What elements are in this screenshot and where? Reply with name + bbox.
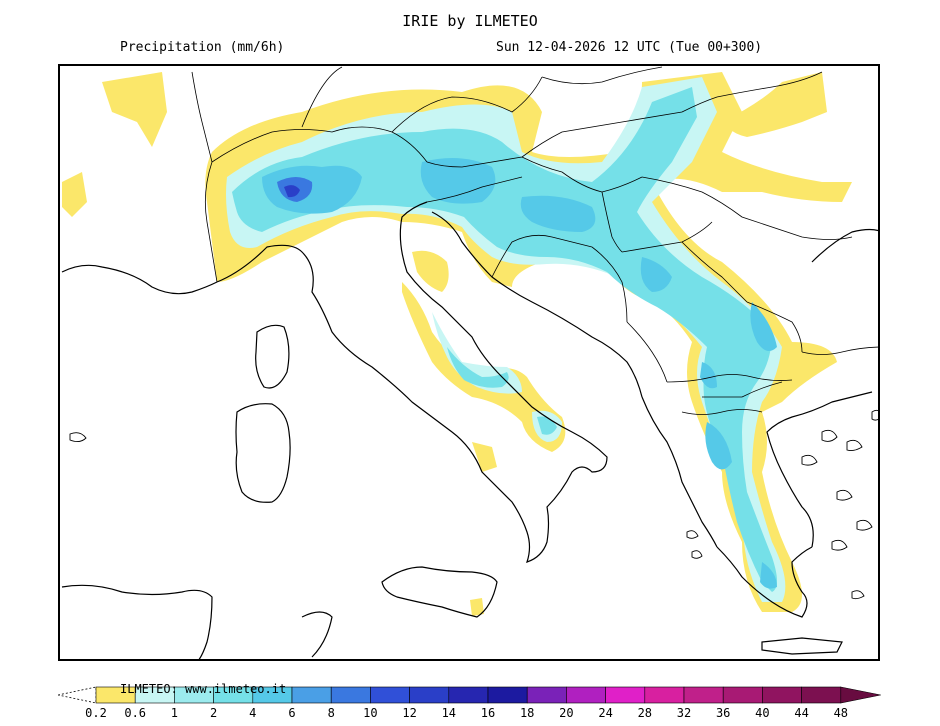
legend-color-cell (801, 686, 842, 704)
greece-coast (716, 546, 813, 618)
legend-tick-label: 20 (559, 706, 574, 720)
map-svg (61, 66, 878, 659)
italy-coastline (216, 201, 608, 563)
aegean-coast (766, 391, 873, 548)
color-scale-bar (58, 686, 881, 704)
legend-color-cell (683, 686, 724, 704)
legend-color-cell (644, 686, 685, 704)
precip-tyrrhenian-yellow (402, 282, 566, 452)
precip-west-yellow (102, 72, 167, 147)
aegean-islands (69, 409, 878, 600)
precip-calabria-yellow (472, 442, 497, 472)
legend-tick-label: 1 (170, 706, 179, 720)
crete (761, 637, 843, 655)
chart-title: IRIE by ILMETEO (402, 12, 538, 30)
valid-time-label: Sun 12-04-2026 12 UTC (Tue 00+300) (496, 40, 763, 55)
legend-tick-label: 18 (519, 706, 535, 720)
france-coast (61, 264, 218, 295)
legend-tick-label: 28 (637, 706, 653, 720)
legend-tick-label: 36 (715, 706, 731, 720)
legend-tick-label: 40 (755, 706, 770, 720)
legend-over-triangle (840, 686, 881, 704)
legend-color-cell (487, 686, 528, 704)
legend-color-cell (722, 686, 763, 704)
legend-tick-label: 16 (480, 706, 496, 720)
country-borders (191, 66, 878, 415)
balkan-coast (641, 396, 718, 548)
legend-tick-label: 4 (249, 706, 257, 720)
legend-color-cell (605, 686, 646, 704)
legend-tick-label: 6 (288, 706, 296, 720)
legend-tick-label: 44 (794, 706, 809, 720)
legend-color-cell (330, 686, 371, 704)
sicily (381, 566, 498, 618)
legend-color-cell (370, 686, 410, 704)
legend-tick-label: 8 (327, 706, 335, 720)
precipitation-map (58, 64, 880, 661)
legend-credit: ILMETEO: www.ilmeteo.it (120, 682, 287, 696)
color-scale-legend (58, 684, 888, 706)
legend-color-cell (762, 686, 802, 704)
sardinia (235, 403, 291, 503)
legend-tick-label: 10 (363, 706, 378, 720)
precip-rom-yellow (722, 72, 827, 137)
precip-sicily-yellow (470, 598, 484, 616)
legend-tick-label: 0.2 (85, 706, 107, 720)
precip-mid-cyan-areas (262, 158, 777, 589)
legend-tick-label: 2 (209, 706, 218, 720)
legend-tick-label: 14 (441, 706, 457, 720)
black-sea-coast (811, 228, 878, 263)
legend-tick-labels: 0.2 0.6 1 2 4 6 8 10 12 14 16 18 20 24 28 32 36 40 44 48 (0, 706, 940, 722)
legend-tick-label: 48 (833, 706, 849, 720)
legend-color-cell (291, 686, 332, 704)
legend-color-cell (409, 686, 450, 704)
legend-tick-label: 0.6 (124, 706, 147, 720)
legend-color-cell (448, 686, 489, 704)
precip-deep-blue-areas (284, 185, 300, 198)
tunisia-coast (61, 584, 213, 659)
legend-tick-label: 32 (676, 706, 692, 720)
precip-adriatic-yellow (412, 250, 449, 292)
legend-color-cell (526, 686, 567, 704)
libya-coast (301, 611, 333, 658)
legend-tick-label: 24 (598, 706, 613, 720)
coastlines (61, 201, 878, 659)
legend-color-cell (566, 686, 606, 704)
variable-label: Precipitation (mm/6h) (120, 40, 285, 55)
legend-tick-label: 12 (402, 706, 417, 720)
precip-corsica-yellow (62, 172, 87, 217)
corsica (255, 324, 290, 389)
legend-under-triangle (58, 686, 97, 704)
adriatic-east-coast (431, 211, 643, 398)
